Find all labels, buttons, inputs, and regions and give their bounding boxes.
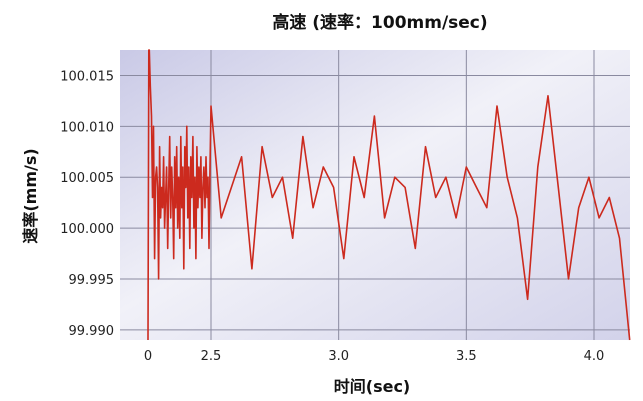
y-tick-label: 100.015: [60, 69, 114, 84]
y-tick-label: 100.005: [60, 171, 114, 186]
y-tick-label: 100.010: [60, 120, 114, 135]
x-tick-label: 0: [144, 349, 152, 364]
y-tick-label: 99.990: [69, 324, 115, 339]
x-tick-label: 2.5: [201, 349, 222, 364]
y-tick-label: 99.995: [69, 273, 115, 288]
x-tick-label: 3.5: [456, 349, 477, 364]
x-tick-label: 4.0: [584, 349, 605, 364]
series-layer: [147, 49, 631, 341]
y-axis-title: 速率(mm/s): [21, 148, 40, 243]
chart-title: 高速 (速率：100mm/sec): [272, 12, 487, 33]
x-axis-title: 时间(sec): [334, 377, 411, 396]
speed-series-line: [147, 49, 631, 341]
x-tick-labels: 0 2.5 3.0 3.5 4.0: [144, 349, 604, 364]
y-tick-labels: 100.015 100.010 100.005 100.000 99.995 99.990: [60, 69, 114, 338]
y-tick-label: 100.000: [60, 222, 114, 237]
x-tick-label: 3.0: [328, 349, 349, 364]
